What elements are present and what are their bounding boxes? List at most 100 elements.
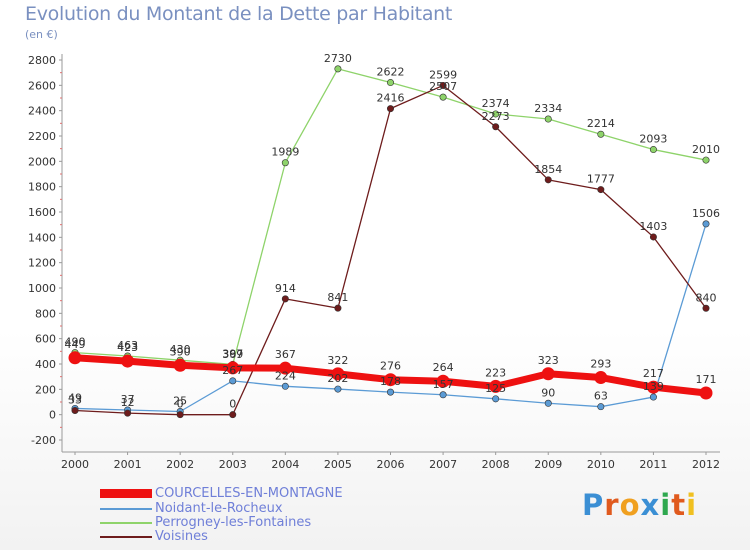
data-label-perrogney-les-fontaines: 2010: [692, 143, 720, 156]
data-point-voisines: [176, 411, 184, 419]
y-tick-label: 0: [49, 409, 56, 422]
data-point-noidant-le-rocheux: [386, 388, 394, 396]
data-label-noidant-le-rocheux: 1506: [692, 207, 720, 220]
data-point-courcelles-en-montagne: [594, 371, 608, 385]
y-tick-label: 1400: [28, 231, 56, 244]
data-point-perrogney-les-fontaines: [649, 146, 657, 154]
data-label-perrogney-les-fontaines: 430: [170, 343, 191, 356]
logo-letter: t: [671, 488, 687, 522]
data-label-courcelles-en-montagne: 293: [590, 358, 611, 371]
data-point-noidant-le-rocheux: [281, 382, 289, 390]
data-point-noidant-le-rocheux: [649, 393, 657, 401]
data-point-voisines: [386, 105, 394, 113]
data-label-perrogney-les-fontaines: 2374: [482, 97, 510, 110]
y-tick-label: 800: [35, 307, 56, 320]
data-point-perrogney-les-fontaines: [544, 115, 552, 123]
data-point-voisines: [492, 123, 500, 131]
chart-unit: (en €): [25, 28, 58, 41]
data-label-voisines: 1403: [639, 220, 667, 233]
data-label-noidant-le-rocheux: 202: [327, 372, 348, 385]
data-point-courcelles-en-montagne: [699, 386, 713, 400]
data-label-courcelles-en-montagne: 217: [643, 367, 664, 380]
y-tick-label: 1800: [28, 181, 56, 194]
series-line-perrogney-les-fontaines: [74, 68, 707, 366]
data-label-perrogney-les-fontaines: 2622: [377, 66, 405, 79]
data-point-perrogney-les-fontaines: [334, 65, 342, 73]
y-tick-label: 1600: [28, 206, 56, 219]
data-point-noidant-le-rocheux: [544, 399, 552, 407]
data-label-voisines: 0: [229, 398, 236, 411]
x-tick-label: 2003: [219, 458, 247, 471]
logo-letter: x: [640, 488, 661, 522]
data-point-noidant-le-rocheux: [702, 220, 710, 228]
data-label-perrogney-les-fontaines: 397: [222, 347, 243, 360]
y-tick-label: 600: [35, 333, 56, 346]
data-point-voisines: [71, 406, 79, 414]
x-tick-label: 2010: [587, 458, 615, 471]
legend-swatch-perrogney: [100, 522, 152, 524]
data-label-perrogney-les-fontaines: 463: [117, 339, 138, 352]
legend-label-noidant: Noidant-le-Rocheux: [155, 501, 283, 516]
data-label-voisines: 33: [68, 393, 82, 406]
data-label-voisines: 2599: [429, 68, 457, 81]
data-label-perrogney-les-fontaines: 2507: [429, 80, 457, 93]
x-tick-label: 2005: [324, 458, 352, 471]
data-label-noidant-le-rocheux: 125: [485, 382, 506, 395]
logo-letter: o: [619, 488, 641, 522]
data-label-perrogney-les-fontaines: 2730: [324, 52, 352, 65]
x-tick-label: 2007: [429, 458, 457, 471]
legend-swatch-courcelles: [100, 489, 152, 498]
x-tick-label: 2000: [61, 458, 89, 471]
data-label-voisines: 841: [327, 291, 348, 304]
data-point-voisines: [597, 186, 605, 194]
data-point-perrogney-les-fontaines: [492, 110, 500, 118]
legend-label-voisines: Voisines: [155, 529, 208, 544]
logo-letter: P: [582, 488, 605, 522]
data-point-courcelles-en-montagne: [121, 354, 135, 368]
data-point-noidant-le-rocheux: [492, 395, 500, 403]
data-label-noidant-le-rocheux: 90: [541, 386, 555, 399]
logo-letter: i: [686, 488, 698, 522]
y-tick-label: 2800: [28, 54, 56, 67]
x-tick-label: 2006: [377, 458, 405, 471]
data-point-voisines: [281, 295, 289, 303]
data-point-voisines: [702, 304, 710, 312]
proxiti-logo: Proxiti: [582, 488, 697, 522]
series-layer: [68, 65, 713, 419]
data-label-noidant-le-rocheux: 139: [643, 380, 664, 393]
data-point-courcelles-en-montagne: [646, 380, 660, 394]
data-label-noidant-le-rocheux: 25: [173, 395, 187, 408]
data-point-noidant-le-rocheux: [229, 377, 237, 385]
legend-label-perrogney: Perrogney-les-Fontaines: [155, 515, 312, 530]
legend-label-courcelles: COURCELLES-EN-MONTAGNE: [155, 486, 343, 501]
data-point-courcelles-en-montagne: [226, 361, 240, 375]
data-label-voisines: 914: [275, 282, 296, 295]
data-label-perrogney-les-fontaines: 490: [65, 336, 86, 349]
data-label-courcelles-en-montagne: 390: [170, 345, 191, 358]
data-point-voisines: [544, 176, 552, 184]
data-point-courcelles-en-montagne: [541, 367, 555, 381]
data-label-voisines: 1854: [534, 163, 562, 176]
data-label-noidant-le-rocheux: 63: [594, 390, 608, 403]
data-label-noidant-le-rocheux: 157: [433, 378, 454, 391]
data-label-voisines: 2273: [482, 110, 510, 123]
data-point-voisines: [334, 304, 342, 312]
legend-swatch-voisines: [100, 536, 152, 538]
data-label-noidant-le-rocheux: 37: [121, 393, 135, 406]
data-label-courcelles-en-montagne: 369: [222, 348, 243, 361]
x-tick-label: 2008: [482, 458, 510, 471]
data-label-voisines: 0: [177, 398, 184, 411]
labels-layer: 49 37 25 267 224 202 178 157 125 90 63 139 1506 490 46…: [65, 52, 721, 411]
y-tick-label: 200: [35, 383, 56, 396]
data-label-noidant-le-rocheux: 224: [275, 369, 296, 382]
axes: -200020040060080010001200140016001800200…: [28, 54, 720, 471]
data-point-perrogney-les-fontaines: [386, 79, 394, 87]
data-label-courcelles-en-montagne: 449: [65, 338, 86, 351]
data-label-noidant-le-rocheux: 267: [222, 364, 243, 377]
chart-title: Evolution du Montant de la Dette par Hab…: [25, 3, 453, 25]
x-tick-label: 2002: [166, 458, 194, 471]
data-label-noidant-le-rocheux: 49: [68, 391, 82, 404]
data-point-voisines: [124, 409, 132, 417]
